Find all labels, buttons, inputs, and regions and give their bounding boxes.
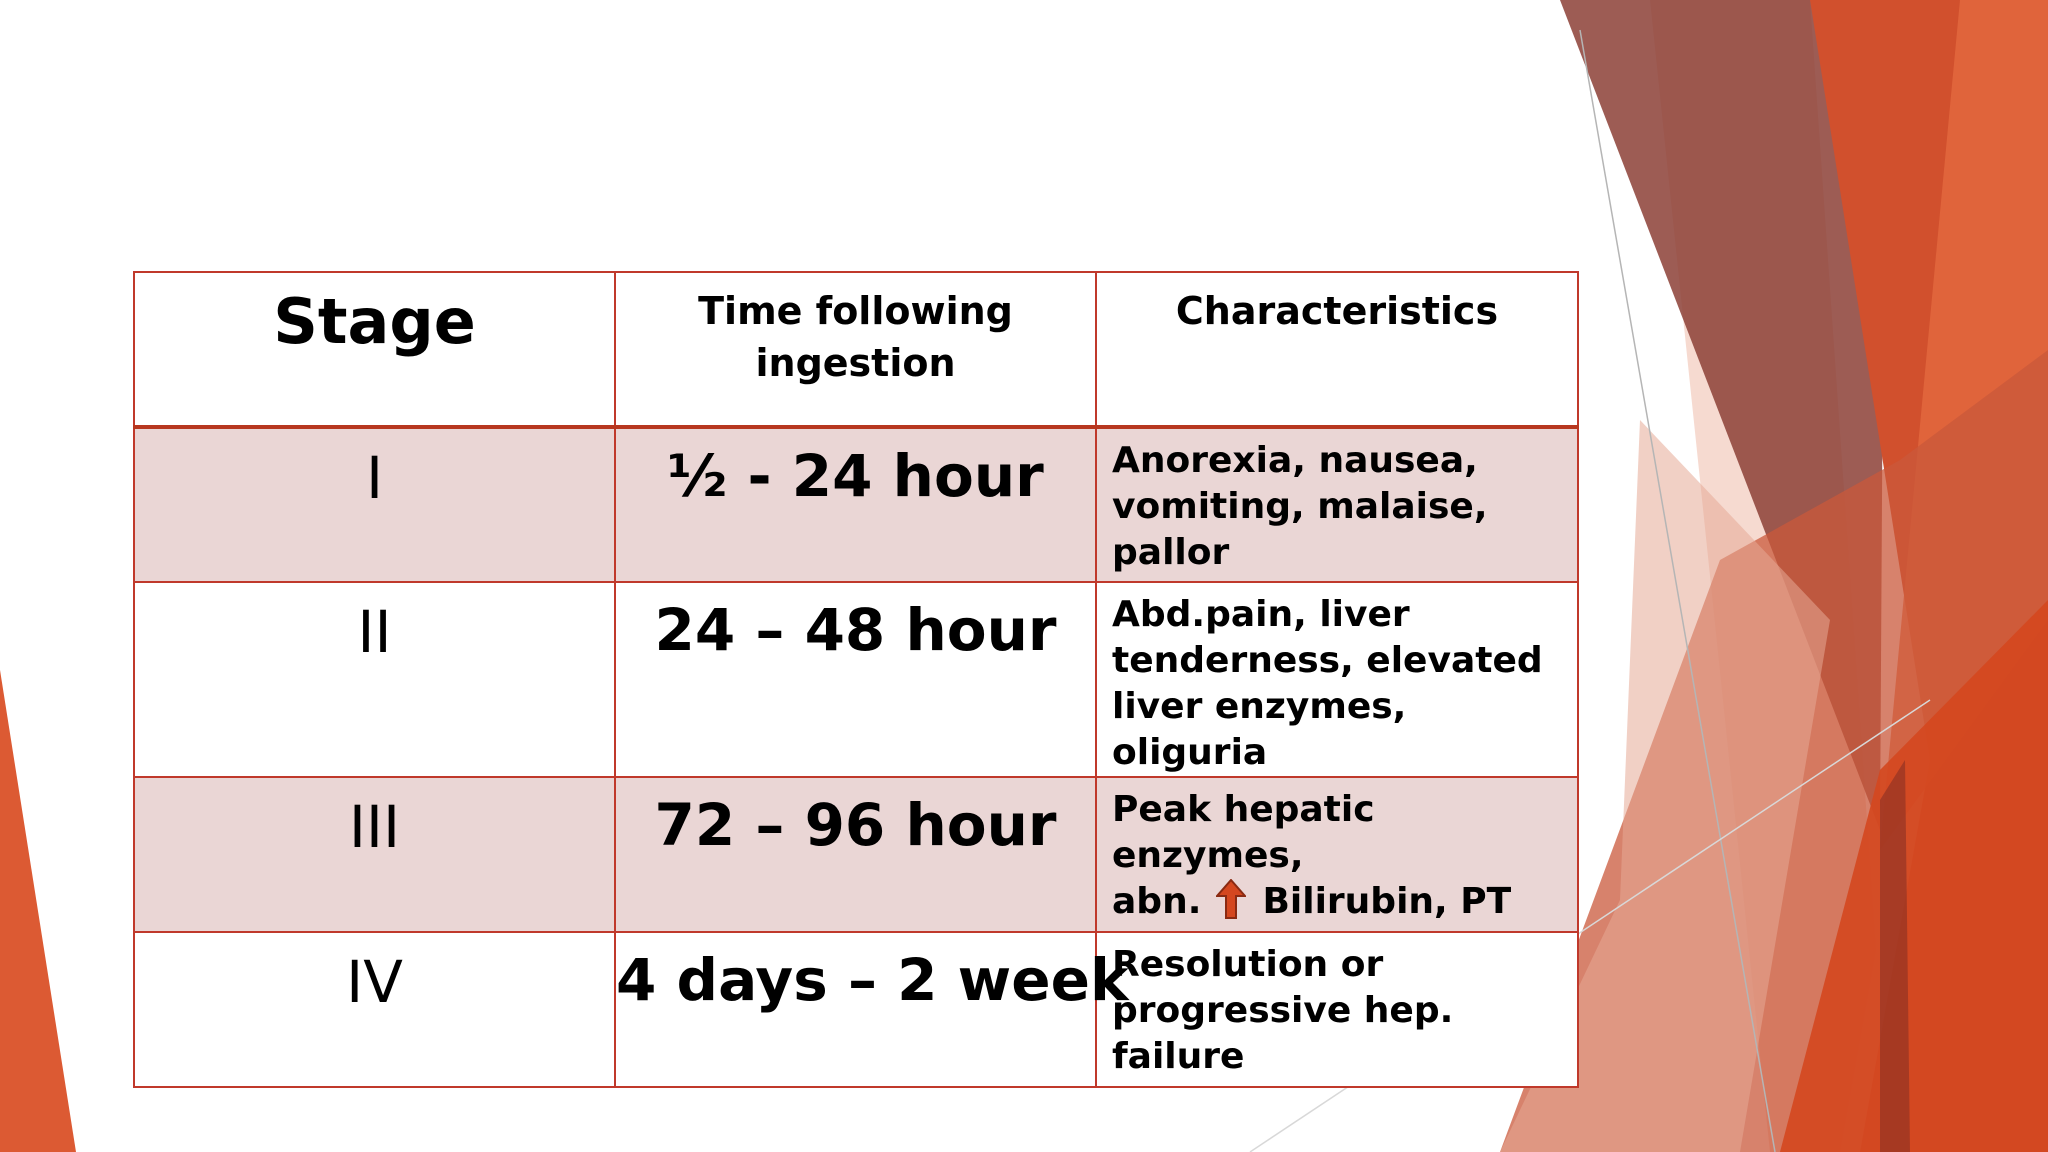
up-arrow-icon (1214, 878, 1248, 931)
table-header-row: Stage Time following ingestion Character… (133, 271, 1579, 429)
characteristics-value: Abd.pain, liver tenderness, elevated liv… (1112, 594, 1543, 773)
header-stage-cell: Stage (133, 271, 616, 429)
stage-value: I (365, 444, 384, 512)
header-characteristics: Characteristics (1175, 289, 1499, 333)
table-row: I ½ - 24 hour Anorexia, nausea, vomiting… (133, 426, 1579, 583)
stages-table: Stage Time following ingestion Character… (133, 271, 1579, 1088)
time-value: 4 days – 2 week (616, 946, 1129, 1014)
time-value: ½ - 24 hour (667, 442, 1044, 510)
characteristics-value: Peak hepatic enzymes, abn. Bilirubin, PT (1097, 778, 1577, 931)
table-row: III 72 – 96 hour Peak hepatic enzymes, a… (133, 776, 1579, 933)
stage-value: IV (346, 948, 403, 1016)
thin-line-1 (1579, 29, 1776, 1152)
stage-value: III (348, 793, 401, 861)
left-orange-shape (0, 670, 76, 1152)
header-time-line1: Time following (698, 289, 1013, 333)
header-time: Time following ingestion (616, 273, 1095, 389)
time-value: 72 – 96 hour (654, 791, 1057, 859)
characteristics-value: Anorexia, nausea, vomiting, malaise, pal… (1112, 440, 1488, 573)
table-row: IV 4 days – 2 week Resolution or progres… (133, 931, 1579, 1088)
header-time-line2: ingestion (755, 341, 956, 385)
dark-strip-shape (1880, 760, 1910, 1152)
pink-shard-shape (1500, 420, 1830, 1152)
characteristics-value: Resolution or progressive hep. failure (1112, 944, 1454, 1077)
stage-value: II (357, 598, 392, 666)
header-time-cell: Time following ingestion (614, 271, 1097, 429)
header-stage: Stage (273, 285, 476, 358)
time-value: 24 – 48 hour (654, 596, 1057, 664)
table-row: II 24 – 48 hour Abd.pain, liver tenderne… (133, 581, 1579, 778)
header-characteristics-cell: Characteristics (1095, 271, 1579, 429)
bottom-orange-shape (1780, 600, 2048, 1152)
